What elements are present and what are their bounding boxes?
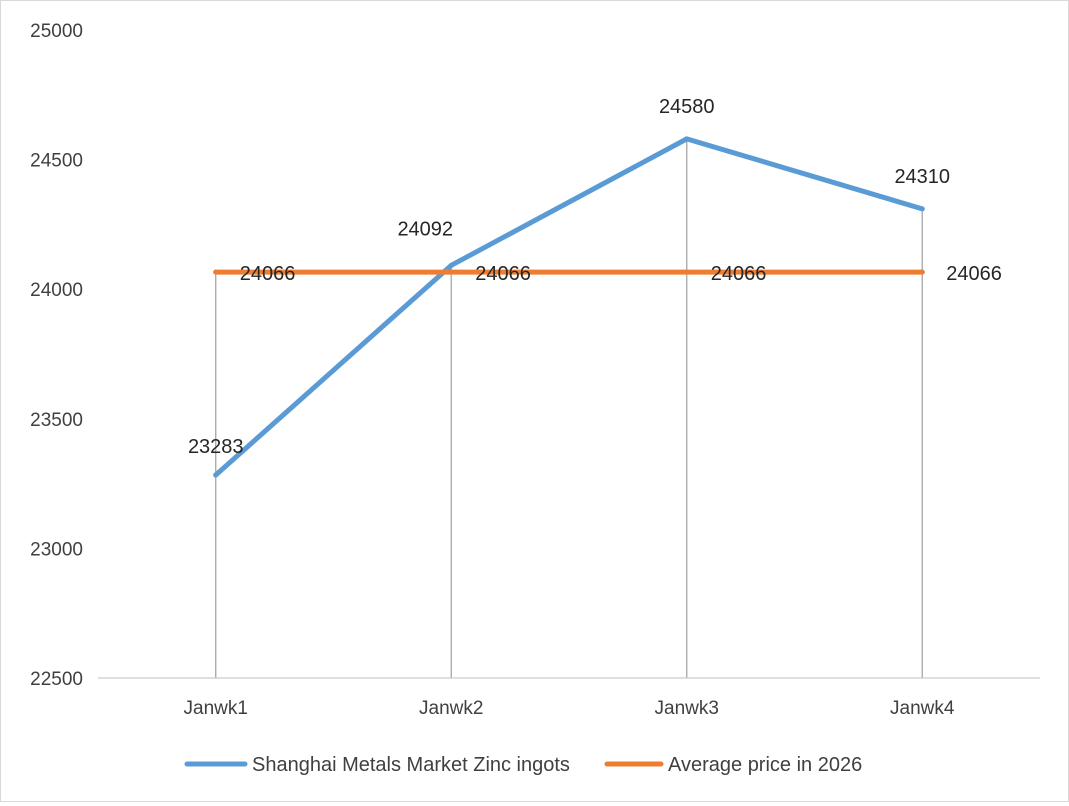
legend-item-series-2[interactable]: Average price in 2026 <box>604 754 862 776</box>
y-axis: 22500 23000 23500 24000 24500 25000 <box>30 21 83 690</box>
data-label: 23283 <box>188 436 244 458</box>
data-labels: 23283 24092 24580 24310 24066 24066 24066 24066 <box>188 96 1002 458</box>
x-tick-label: Janwk1 <box>184 698 248 719</box>
data-label: 24066 <box>946 263 1002 285</box>
y-tick-label: 25000 <box>30 21 83 42</box>
data-point[interactable] <box>684 269 690 275</box>
data-point[interactable] <box>213 269 219 275</box>
series-layer <box>213 136 925 478</box>
y-tick-label: 22500 <box>30 669 83 690</box>
y-tick-label: 23000 <box>30 539 83 560</box>
data-point[interactable] <box>448 269 454 275</box>
x-tick-label: Janwk4 <box>890 698 955 719</box>
x-axis: Janwk1 Janwk2 Janwk3 Janwk4 <box>184 698 955 719</box>
data-point[interactable] <box>919 269 925 275</box>
data-label: 24066 <box>240 263 296 285</box>
legend-label-series-2: Average price in 2026 <box>668 754 862 776</box>
y-tick-label: 23500 <box>30 410 83 431</box>
y-tick-label: 24500 <box>30 151 83 172</box>
y-tick-label: 24000 <box>30 280 83 301</box>
data-point[interactable] <box>919 206 925 212</box>
data-label: 24092 <box>397 218 453 240</box>
series-line-1[interactable] <box>213 136 925 478</box>
data-point[interactable] <box>448 262 454 268</box>
data-label: 24310 <box>894 166 950 188</box>
data-label: 24580 <box>659 96 715 118</box>
drop-lines <box>215 138 923 678</box>
data-point[interactable] <box>213 472 219 478</box>
data-point[interactable] <box>684 136 690 142</box>
legend-label-series-1: Shanghai Metals Market Zinc ingots <box>252 754 570 776</box>
data-label: 24066 <box>711 263 767 285</box>
data-label: 24066 <box>475 263 531 285</box>
legend-item-series-1[interactable]: Shanghai Metals Market Zinc ingots <box>184 754 570 776</box>
legend: Shanghai Metals Market Zinc ingots Avera… <box>184 754 862 776</box>
x-tick-label: Janwk2 <box>419 698 483 719</box>
x-tick-label: Janwk3 <box>655 698 719 719</box>
